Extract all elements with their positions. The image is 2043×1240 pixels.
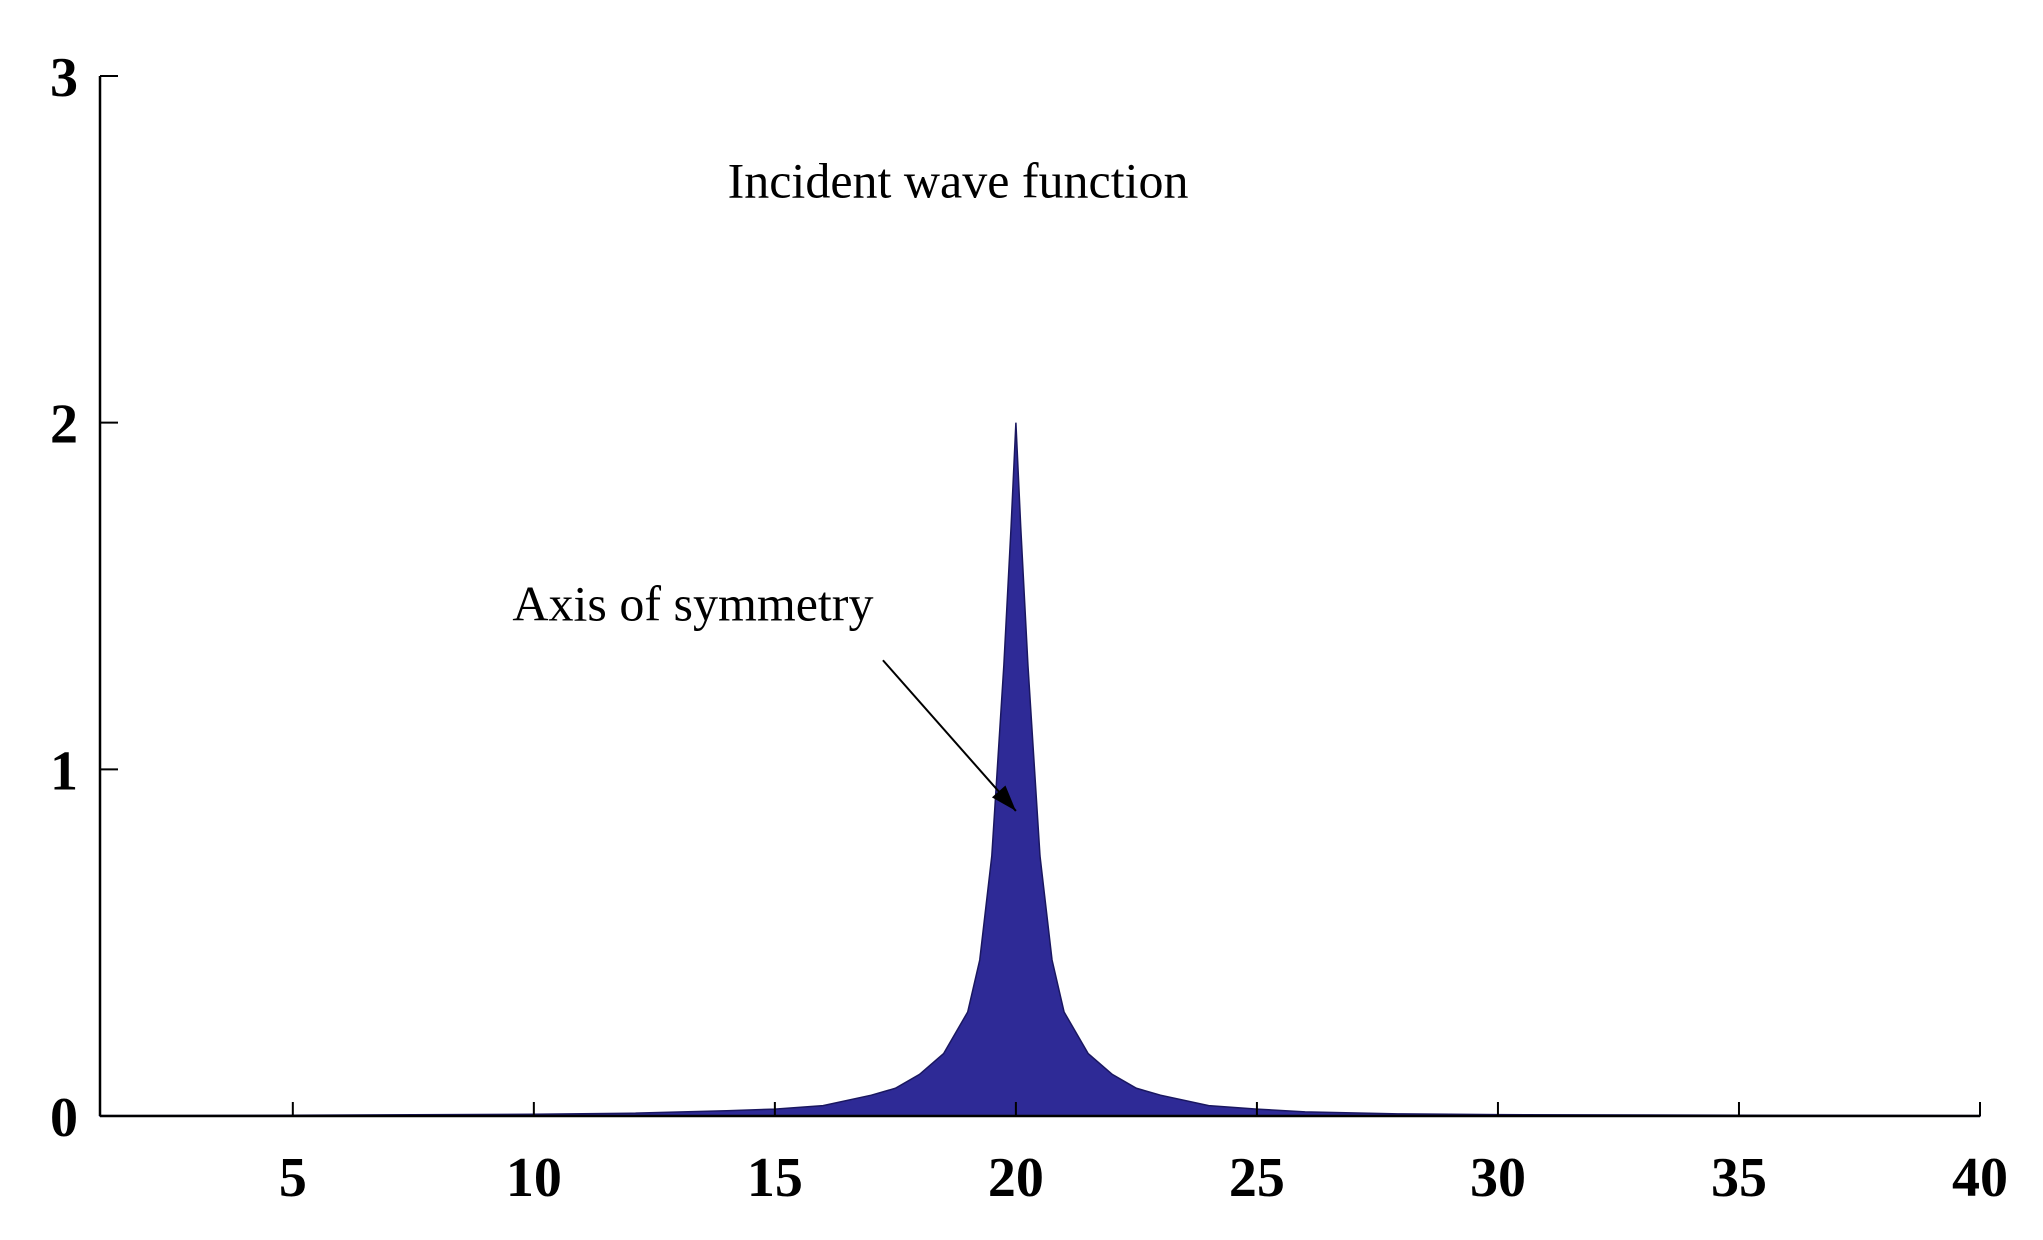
arrowhead (991, 785, 1016, 811)
x-tick-label: 25 (1229, 1147, 1285, 1209)
y-ticks: 0 1 2 3 (50, 47, 118, 1149)
x-tick-label: 35 (1711, 1147, 1767, 1209)
x-tick-label: 40 (1952, 1147, 2008, 1209)
plot-area (99, 422, 1981, 1117)
y-tick-label: 0 (50, 1087, 78, 1149)
y-tick-label: 2 (50, 394, 78, 456)
axis-of-symmetry-arrow (882, 659, 1017, 812)
y-tick-label: 1 (50, 740, 78, 802)
x-tick-label: 30 (1470, 1147, 1526, 1209)
x-tick-label: 20 (988, 1147, 1044, 1209)
x-ticks: 5 10 15 20 25 30 35 40 (279, 1102, 2008, 1209)
y-tick-label: 3 (50, 47, 78, 109)
incident-wave-label: Incident wave function (728, 152, 1189, 208)
x-tick-label: 10 (506, 1147, 562, 1209)
wave-area (99, 422, 1981, 1117)
axis-of-symmetry-label: Axis of symmetry (512, 575, 873, 631)
x-tick-label: 15 (747, 1147, 803, 1209)
x-tick-label: 5 (279, 1147, 307, 1209)
